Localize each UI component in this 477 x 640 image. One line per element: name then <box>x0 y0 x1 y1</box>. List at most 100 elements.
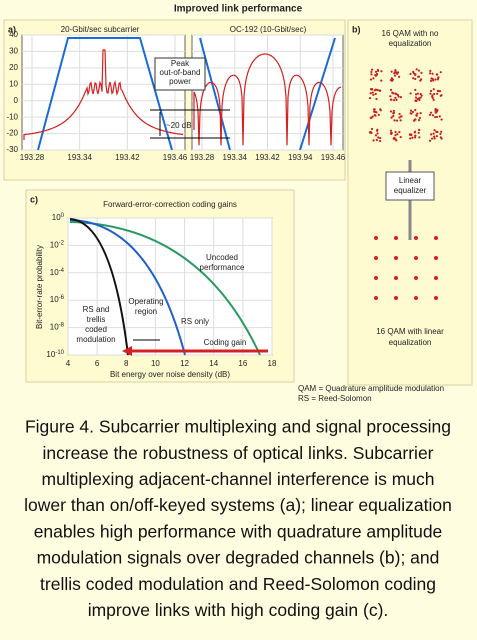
scatter-point <box>400 115 403 118</box>
scatter-point <box>414 88 417 92</box>
constellation-point <box>434 276 438 280</box>
label: 193.94 <box>288 153 313 162</box>
scatter-point <box>416 92 419 95</box>
scatter-point <box>409 112 412 115</box>
scatter-point <box>432 98 435 101</box>
scatter-point <box>380 70 383 73</box>
constellation-point <box>374 236 378 240</box>
scatter-point <box>433 135 436 138</box>
scatter-point <box>369 78 373 81</box>
scatter-point <box>374 92 377 96</box>
scatter-point <box>430 137 434 140</box>
constellation-point <box>414 256 418 260</box>
tick-base: 10 <box>50 295 59 304</box>
scatter-point <box>418 136 421 139</box>
scatter-point <box>390 132 393 136</box>
scatter-point <box>417 131 420 134</box>
scatter-point <box>375 138 378 142</box>
label: b) <box>352 24 361 34</box>
constellation-point <box>394 296 398 300</box>
scatter-point <box>429 92 432 95</box>
label: trellis <box>87 315 106 324</box>
constellation-point <box>394 276 398 280</box>
scatter-point <box>414 134 417 137</box>
scatter-point <box>415 68 418 71</box>
scatter-point <box>372 93 375 96</box>
scatter-point <box>394 130 397 134</box>
scatter-point <box>392 111 396 115</box>
scatter-point <box>439 71 442 74</box>
tick-base: 10 <box>50 268 59 277</box>
scatter-point <box>376 88 379 92</box>
scatter-point <box>431 96 434 99</box>
scatter-point <box>418 116 422 120</box>
scatter-point <box>392 114 395 118</box>
scatter-point <box>412 77 415 80</box>
label: trellis coded modulation and Reed-Solomo… <box>40 574 436 594</box>
label: 6 <box>95 359 100 368</box>
scatter-point <box>409 133 412 137</box>
scatter-point <box>396 72 399 75</box>
rs-trellis-curve <box>69 218 129 356</box>
scatter-point <box>417 75 421 78</box>
scatter-point <box>409 109 413 112</box>
label: 18 <box>268 359 277 368</box>
label: equalization <box>389 39 432 48</box>
tick-base: 10 <box>46 350 55 359</box>
scatter-point <box>375 97 378 101</box>
scatter-point <box>389 95 392 98</box>
label: power <box>169 77 191 86</box>
label: QAM = Quadrature amplitude modulation <box>298 384 444 393</box>
scatter-point <box>376 129 379 132</box>
scatter-point <box>439 132 442 136</box>
scatter-point <box>435 73 439 76</box>
scatter-point <box>373 110 376 113</box>
scatter-point <box>371 68 374 71</box>
y-tick-label: 10-10 <box>46 350 64 360</box>
scatter-point <box>391 91 394 94</box>
label: -30 <box>6 145 18 154</box>
equalizer-box <box>385 171 435 201</box>
label: 40 <box>9 30 18 39</box>
scatter-point <box>370 87 374 91</box>
label: 0 <box>14 96 19 105</box>
label: performance <box>200 263 245 272</box>
label: a) <box>8 24 16 34</box>
y-tick-label: 100 <box>52 213 65 223</box>
label: 30 <box>9 47 18 56</box>
scatter-point <box>428 113 432 116</box>
scatter-point <box>419 96 422 99</box>
scatter-point <box>378 89 381 92</box>
label: out-of-band <box>160 68 201 77</box>
scatter-point <box>432 88 435 91</box>
scatter-point <box>394 134 397 137</box>
scatter-point <box>440 118 443 121</box>
scatter-point <box>434 107 437 111</box>
scatter-point <box>389 110 393 113</box>
label: 20-Gbit/sec subcarrier <box>61 25 140 34</box>
label: 193.28 <box>20 153 45 162</box>
scatter-point <box>396 133 399 136</box>
scatter-point <box>380 79 383 82</box>
scatter-point <box>414 96 418 99</box>
scatter-point <box>434 115 437 119</box>
filter-shape <box>199 37 336 151</box>
constellation-point <box>414 296 418 300</box>
label: Figure 4. Subcarrier multiplexing and si… <box>25 417 451 437</box>
scatter-point <box>371 115 374 118</box>
scatter-point <box>436 78 440 81</box>
label: 20 <box>9 63 18 72</box>
scatter-point <box>393 74 397 77</box>
label: 193.46 <box>163 153 188 162</box>
scatter-point <box>433 128 436 132</box>
label: RS and <box>83 305 110 314</box>
scatter-point <box>419 92 422 96</box>
label: modulation <box>76 335 115 344</box>
scatter-point <box>438 115 441 118</box>
scatter-point <box>399 119 402 122</box>
scatter-point <box>417 118 421 122</box>
scatter-point <box>379 136 382 140</box>
scatter-point <box>433 92 436 96</box>
scatter-point <box>436 109 439 112</box>
scatter-point <box>394 70 397 73</box>
